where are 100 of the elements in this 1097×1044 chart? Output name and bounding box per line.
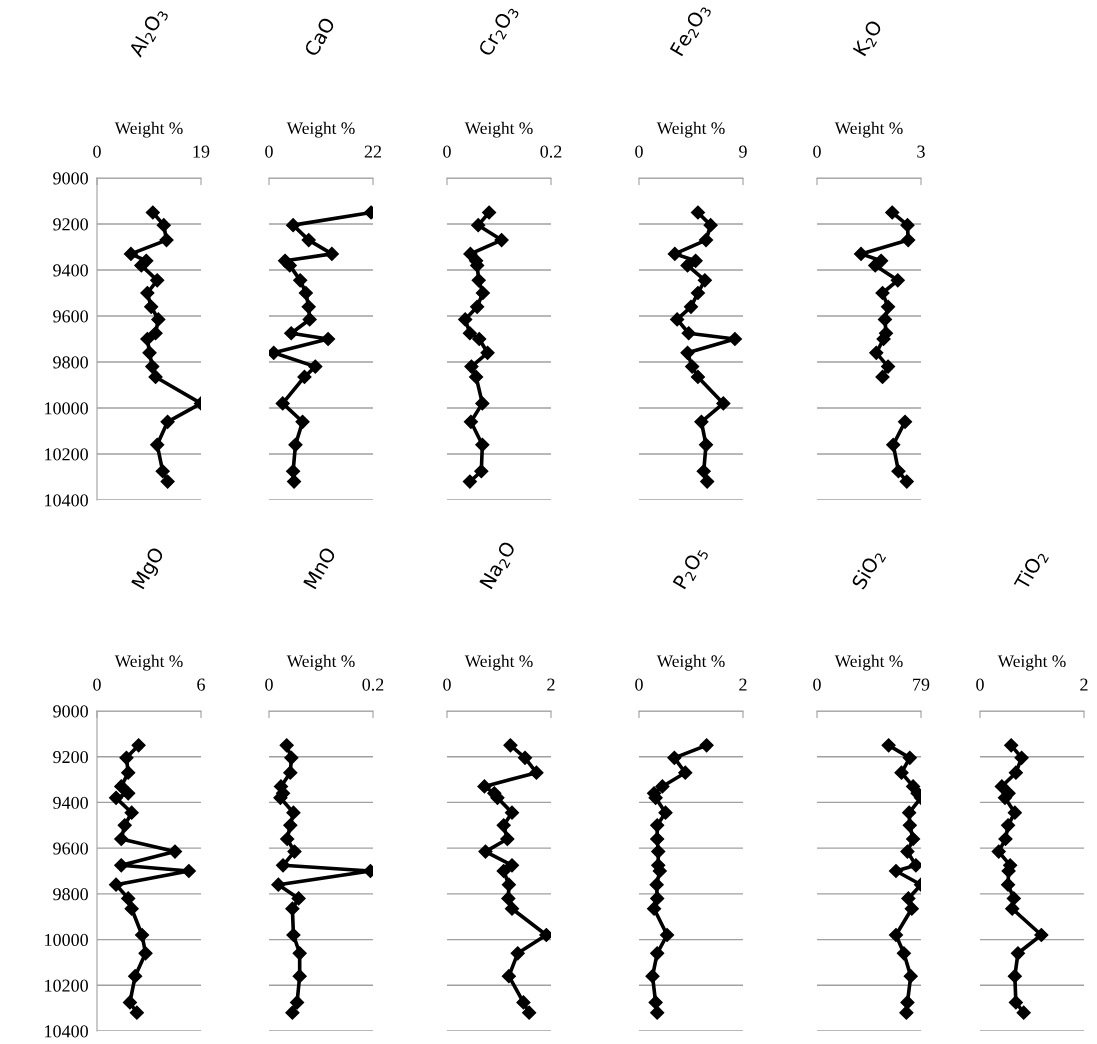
point bbox=[292, 946, 307, 961]
point bbox=[670, 312, 685, 327]
x-axis-title: Weight % bbox=[286, 121, 355, 138]
point bbox=[480, 345, 495, 360]
x-tick-label: 0 bbox=[265, 145, 273, 158]
y-tick-label: 9000 bbox=[53, 172, 88, 185]
point bbox=[482, 205, 497, 220]
point bbox=[297, 369, 312, 385]
point bbox=[114, 779, 129, 794]
point bbox=[282, 258, 297, 273]
y-tick-label: 9800 bbox=[53, 888, 88, 901]
point bbox=[279, 738, 294, 753]
point bbox=[503, 738, 518, 753]
point bbox=[462, 326, 477, 341]
point bbox=[1016, 1005, 1031, 1020]
y-tick-label: 9800 bbox=[53, 356, 88, 369]
x-tick-label: 6 bbox=[197, 678, 205, 691]
x-tick-label: 2 bbox=[1080, 678, 1088, 691]
point bbox=[474, 464, 489, 479]
point bbox=[496, 818, 511, 833]
point bbox=[159, 233, 174, 248]
point bbox=[145, 359, 160, 374]
point bbox=[469, 369, 484, 385]
x-tick-label: 0.2 bbox=[362, 678, 384, 691]
point bbox=[501, 969, 516, 984]
point bbox=[140, 285, 155, 301]
x-axis-title: Weight % bbox=[286, 654, 355, 671]
point bbox=[1001, 818, 1016, 833]
point bbox=[681, 326, 696, 341]
point bbox=[123, 246, 139, 261]
point bbox=[899, 474, 914, 489]
point bbox=[504, 805, 520, 820]
point bbox=[891, 464, 906, 479]
point bbox=[683, 299, 699, 314]
y-tick-label: 10400 bbox=[45, 1025, 88, 1038]
x-axis-title: Weight % bbox=[656, 121, 725, 138]
point bbox=[648, 995, 663, 1010]
point bbox=[301, 299, 316, 314]
point bbox=[998, 831, 1013, 847]
x-axis-title: Weight % bbox=[997, 654, 1066, 671]
point bbox=[148, 369, 163, 385]
point bbox=[275, 858, 291, 873]
point bbox=[897, 414, 913, 429]
point bbox=[690, 205, 706, 220]
point bbox=[727, 331, 742, 347]
x-tick-label: 0 bbox=[635, 145, 643, 158]
point bbox=[908, 858, 921, 873]
point bbox=[651, 844, 666, 859]
y-tick-label: 10400 bbox=[45, 494, 88, 507]
point bbox=[298, 285, 313, 301]
x-tick-label: 3 bbox=[917, 145, 925, 158]
point bbox=[291, 891, 306, 906]
x-axis-title: Weight % bbox=[114, 654, 183, 671]
point bbox=[716, 396, 731, 411]
point bbox=[150, 273, 165, 288]
point bbox=[119, 750, 134, 765]
point bbox=[181, 863, 196, 879]
point bbox=[680, 345, 695, 360]
point bbox=[680, 258, 695, 273]
point bbox=[308, 359, 323, 374]
x-axis-title: Weight % bbox=[834, 654, 903, 671]
y-tick-label: 10200 bbox=[45, 448, 88, 461]
point bbox=[155, 464, 170, 479]
x-axis-title: Weight % bbox=[656, 654, 725, 671]
point bbox=[900, 995, 915, 1010]
point bbox=[647, 901, 662, 916]
point bbox=[902, 818, 917, 833]
x-tick-label: 79 bbox=[913, 678, 930, 691]
x-tick-label: 0 bbox=[976, 678, 984, 691]
point bbox=[475, 396, 490, 411]
point bbox=[302, 312, 317, 327]
point bbox=[900, 218, 915, 233]
point bbox=[145, 205, 160, 220]
point bbox=[694, 414, 709, 429]
point bbox=[160, 414, 175, 429]
point bbox=[667, 246, 682, 261]
point bbox=[283, 818, 298, 833]
point bbox=[138, 946, 153, 961]
point bbox=[1004, 738, 1019, 753]
point bbox=[285, 1005, 300, 1020]
point bbox=[703, 218, 718, 233]
point bbox=[888, 863, 904, 879]
point bbox=[295, 414, 310, 429]
point bbox=[472, 331, 487, 347]
point bbox=[902, 805, 917, 820]
point bbox=[890, 273, 905, 288]
point bbox=[271, 877, 286, 892]
point bbox=[156, 218, 171, 233]
point bbox=[650, 831, 665, 847]
point bbox=[321, 331, 336, 347]
x-tick-label: 0 bbox=[635, 678, 643, 691]
point bbox=[649, 877, 664, 892]
chart-title: Al$_{2}$O$_{3}$ bbox=[127, 6, 169, 60]
point bbox=[645, 969, 660, 984]
point bbox=[1007, 969, 1022, 984]
point bbox=[114, 831, 129, 847]
chart-title: Fe$_{2}$O$_{3}$ bbox=[669, 2, 712, 58]
point bbox=[699, 738, 714, 753]
point bbox=[108, 877, 124, 892]
point bbox=[660, 927, 675, 943]
